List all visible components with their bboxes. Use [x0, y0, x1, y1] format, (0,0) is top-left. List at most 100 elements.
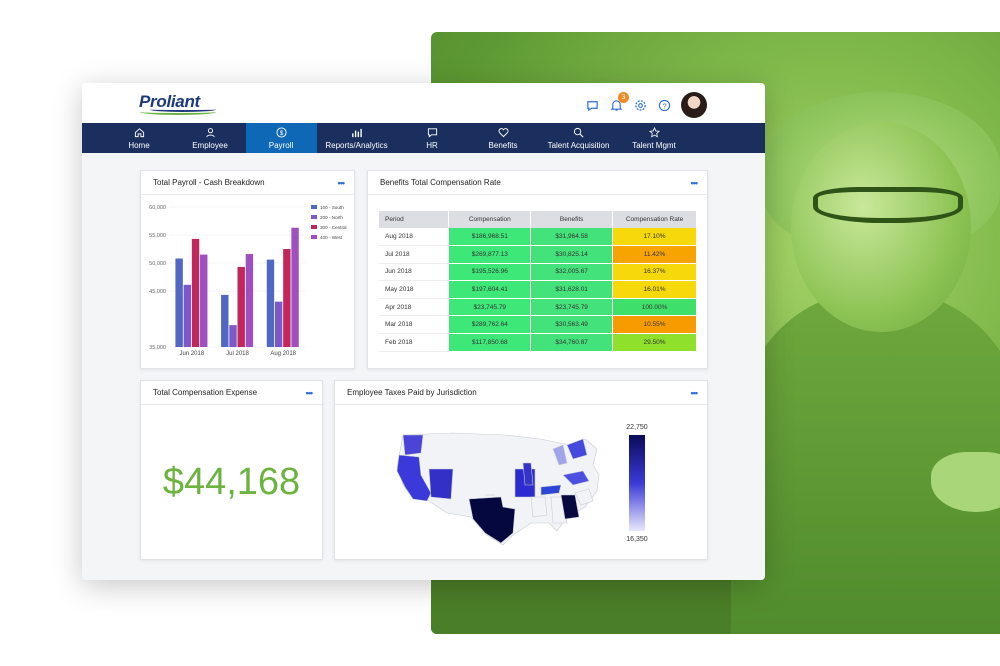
map-legend: 22,750 16,350 [626, 424, 648, 543]
dollar-icon: $ [275, 127, 287, 139]
svg-text:?: ? [662, 101, 666, 110]
star-icon [648, 127, 660, 139]
column-header[interactable]: Compensation [448, 211, 532, 228]
table-cell: $186,968.51 [448, 228, 532, 247]
nav-talent-mgmt[interactable]: Talent Mgmt [619, 123, 690, 153]
nav-employee[interactable]: Employee [175, 123, 246, 153]
table-row: Mar 2018 $289,762.64 $30,563.49 10.55% [379, 315, 697, 335]
table-cell: 17.10% [612, 228, 697, 247]
more-menu-icon[interactable]: ••• [337, 177, 346, 188]
bar [266, 259, 275, 347]
gear-icon[interactable] [633, 98, 647, 112]
search-icon [573, 127, 584, 139]
table-cell: Mar 2018 [379, 315, 450, 335]
chat-icon [427, 127, 438, 139]
header-actions: 3 ? [585, 92, 707, 118]
bell-icon[interactable]: 3 [609, 92, 629, 112]
main-nav: Home Employee $ Payroll Reports/Analytic… [82, 123, 765, 153]
dashboard: Total Payroll - Cash Breakdown ••• 60,00… [82, 153, 765, 580]
bar [191, 238, 200, 347]
bar-chart-icon [351, 127, 362, 139]
x-tick-label: Jul 2018 [226, 351, 249, 357]
y-tick-label: 55,000 [149, 233, 166, 239]
legend-max: 22,750 [626, 424, 648, 431]
notification-badge: 3 [618, 92, 629, 103]
legend-swatch [311, 215, 317, 219]
bar [274, 301, 283, 347]
benefits-card: Benefits Total Compensation Rate ••• Per… [367, 170, 708, 369]
nav-reports[interactable]: Reports/Analytics [317, 123, 397, 153]
y-tick-label: 60,000 [149, 205, 166, 211]
bar [200, 254, 208, 347]
user-avatar[interactable] [681, 92, 707, 118]
table-cell: $30,563.49 [530, 315, 614, 335]
table-cell: 10.55% [612, 315, 697, 335]
photo-cup [931, 452, 1000, 512]
table-row: Feb 2018 $117,850.68 $34,760.87 29.50% [379, 333, 697, 352]
table-cell: $34,760.87 [530, 333, 614, 352]
table-cell: Aug 2018 [379, 228, 450, 247]
table-row: Apr 2018 $23,745.79 $23,745.79 100.00% [379, 298, 697, 317]
bar [229, 325, 237, 347]
payroll-card: Total Payroll - Cash Breakdown ••• 60,00… [140, 170, 355, 369]
nav-home[interactable]: Home [104, 123, 175, 153]
table-cell: $289,762.64 [448, 315, 532, 335]
table-row: Jun 2018 $195,526.96 $32,005.67 16.37% [379, 263, 697, 282]
legend-label: 400 - West [320, 235, 343, 240]
top-bar: Proliant 3 ? [82, 83, 765, 123]
more-menu-icon[interactable]: ••• [305, 387, 314, 398]
y-tick-label: 45,000 [149, 289, 166, 295]
table-cell: $32,005.67 [530, 263, 614, 282]
x-tick-label: Aug 2018 [270, 351, 296, 357]
bar [175, 258, 183, 347]
legend-swatch [311, 225, 317, 229]
table-cell: 16.01% [612, 280, 697, 299]
nav-payroll[interactable]: $ Payroll [245, 123, 317, 153]
chat-icon[interactable] [585, 98, 599, 112]
card-title: Total Payroll - Cash Breakdown [153, 178, 265, 187]
nav-label: Payroll [268, 140, 294, 150]
app-window: Proliant 3 ? [82, 83, 765, 580]
table-cell: Jun 2018 [379, 263, 450, 282]
card-title: Total Compensation Expense [153, 388, 258, 397]
legend-label: 300 - Central [320, 225, 347, 230]
more-menu-icon[interactable]: ••• [690, 387, 699, 398]
bar [237, 266, 245, 347]
help-icon[interactable]: ? [657, 98, 671, 112]
heart-icon [498, 127, 509, 139]
legend-label: 100 - South [320, 205, 344, 210]
table-cell: 11.42% [612, 245, 697, 264]
expense-card: Total Compensation Expense ••• $44,168 [140, 380, 323, 560]
card-title: Benefits Total Compensation Rate [380, 178, 501, 187]
legend-gradient-bar [629, 435, 645, 531]
nav-label: Employee [192, 140, 228, 150]
column-header[interactable]: Benefits [530, 211, 614, 228]
table-header-row: Period Compensation Benefits Compensation R… [379, 211, 697, 228]
nav-label: Talent Mgmt [632, 140, 676, 150]
table-cell: 16.37% [612, 263, 697, 282]
column-header[interactable]: Period [379, 211, 450, 228]
nav-talent-acquisition[interactable]: Talent Acquisition [539, 123, 619, 153]
table-cell: $23,745.79 [448, 298, 532, 317]
table-cell: $30,825.14 [530, 245, 614, 264]
home-icon [134, 127, 145, 139]
expense-value: $44,168 [162, 461, 301, 503]
bar [283, 249, 291, 347]
table-cell: $197,604.41 [448, 280, 532, 299]
table-cell: Jul 2018 [379, 245, 450, 264]
nav-benefits[interactable]: Benefits [468, 123, 539, 153]
nav-label: Talent Acquisition [547, 140, 610, 150]
photo-person-face [791, 122, 971, 332]
nav-label: Home [128, 140, 150, 150]
x-tick-label: Jun 2018 [179, 351, 204, 357]
bar [221, 294, 229, 347]
column-header[interactable]: Compensation Rate [612, 211, 697, 228]
benefits-table: Period Compensation Benefits Compensation R… [379, 211, 697, 352]
bar [291, 227, 299, 347]
logo-swoosh-blue [150, 107, 216, 112]
nav-label: Reports/Analytics [325, 140, 388, 150]
table-cell: $31,628.01 [530, 280, 614, 299]
more-menu-icon[interactable]: ••• [690, 177, 699, 188]
nav-hr[interactable]: HR [397, 123, 468, 153]
